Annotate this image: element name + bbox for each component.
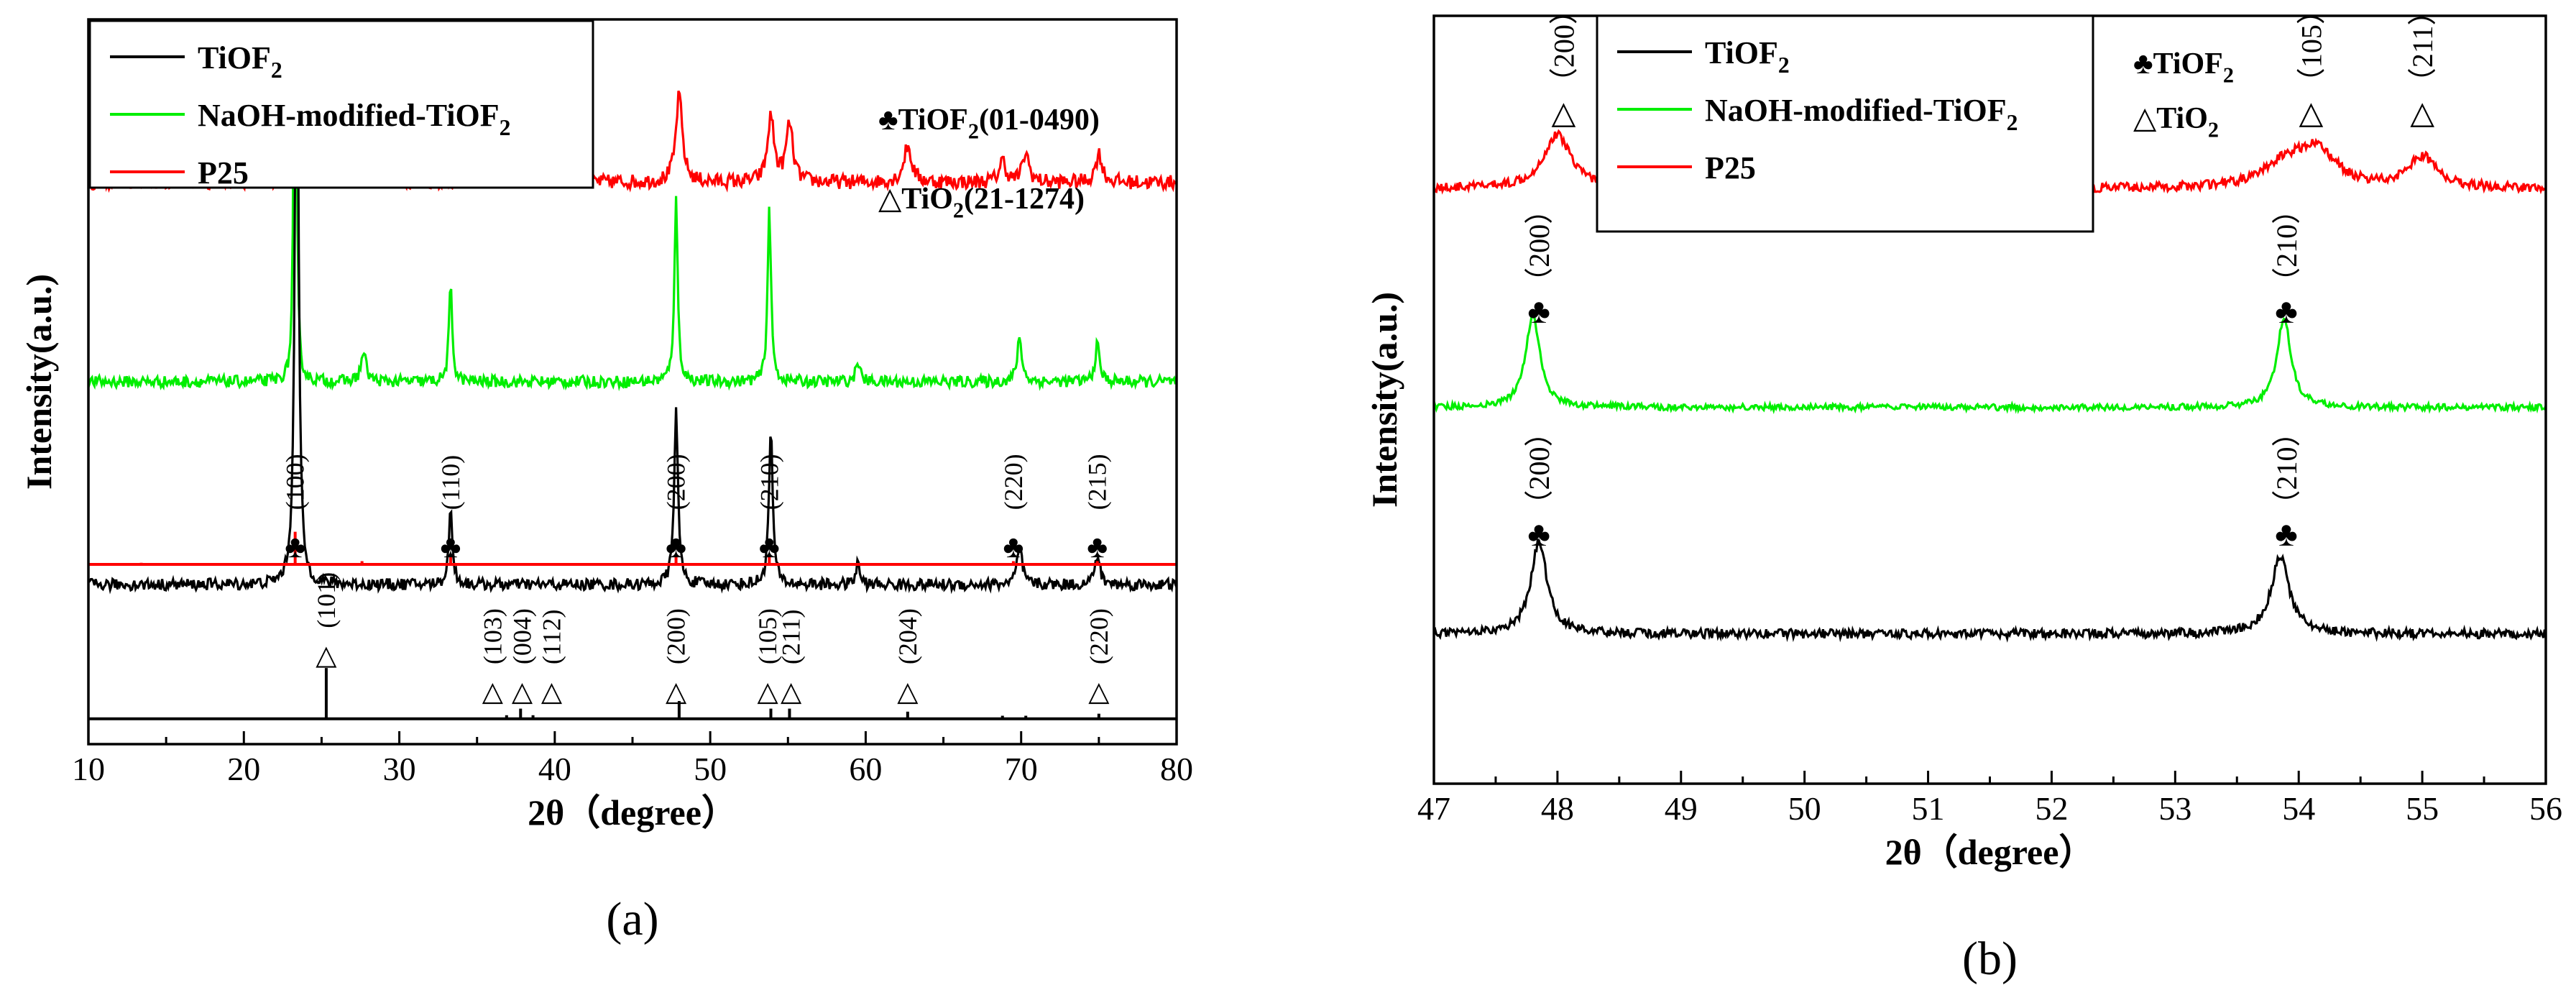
x-tick-label: 54 bbox=[2282, 790, 2315, 827]
club-icon: ♣ bbox=[759, 529, 780, 564]
triangle-icon: △ bbox=[1088, 677, 1110, 707]
club-icon: ♣ bbox=[1087, 529, 1108, 564]
club-icon: ♣ bbox=[285, 529, 305, 564]
legend-box bbox=[88, 19, 594, 189]
peak-hkl-label: （200） bbox=[1523, 418, 1555, 519]
x-tick-label: 53 bbox=[2158, 790, 2191, 827]
x-axis-title: 2θ（degree） bbox=[528, 792, 737, 833]
club-icon: ♣ bbox=[666, 529, 686, 564]
x-tick-label: 55 bbox=[2406, 790, 2439, 827]
x-tick-label: 30 bbox=[383, 751, 416, 787]
phase-legend-entry: △TiO2 bbox=[2133, 102, 2219, 142]
x-tick-label: 40 bbox=[538, 751, 571, 787]
club-icon: ♣ bbox=[2275, 293, 2298, 331]
triangle-icon: △ bbox=[1552, 96, 1576, 131]
legend-label: NaOH-modified-TiOF2 bbox=[198, 98, 510, 140]
triangle-icon: △ bbox=[541, 677, 563, 707]
series-line-tiof2 bbox=[87, 22, 1178, 595]
club-icon: ♣ bbox=[441, 529, 461, 564]
x-tick-label: 56 bbox=[2529, 790, 2562, 827]
series-line-naoh-modified-tiof2 bbox=[87, 22, 1178, 392]
x-tick-label: 10 bbox=[72, 751, 105, 787]
x-tick-label: 47 bbox=[1417, 790, 1450, 827]
peak-hkl-label: （200） bbox=[1523, 196, 1555, 296]
x-tick-label: 48 bbox=[1541, 790, 1574, 827]
peak-hkl-label: （211） bbox=[2406, 0, 2439, 96]
x-tick-label: 80 bbox=[1160, 751, 1193, 787]
x-tick-label: 60 bbox=[849, 751, 882, 787]
legend-label: TiOF2 bbox=[198, 40, 282, 83]
triangle-icon: △ bbox=[2410, 96, 2434, 131]
tiof2-hkl-label: (110) bbox=[436, 455, 465, 510]
panel-a: ♣(100)♣(110)♣(200)♣(210)♣(220)♣(215)△(10… bbox=[19, 18, 1193, 945]
x-tick-label: 49 bbox=[1665, 790, 1698, 827]
tio2-hkl-label: (103) bbox=[478, 608, 507, 664]
x-tick-label: 50 bbox=[1788, 790, 1821, 827]
y-axis-title: Intensity(a.u.) bbox=[19, 274, 59, 490]
phase-legend-entry: ♣TiOF2 bbox=[2133, 47, 2234, 88]
triangle-icon: △ bbox=[666, 677, 687, 707]
tiof2-hkl-label: (210) bbox=[755, 454, 783, 510]
peak-hkl-label: （210） bbox=[2271, 196, 2303, 296]
x-tick-label: 70 bbox=[1005, 751, 1038, 787]
phase-legend-entry: ♣TiOF2(01-0490) bbox=[878, 104, 1100, 144]
tiof2-hkl-label: (200) bbox=[662, 454, 691, 510]
triangle-icon: △ bbox=[897, 677, 919, 707]
club-icon: ♣ bbox=[2275, 516, 2298, 554]
x-axis-title: 2θ（degree） bbox=[1885, 832, 2095, 872]
tio2-hkl-label: (211) bbox=[777, 609, 806, 664]
tio2-hkl-label: (004) bbox=[507, 608, 536, 664]
tio2-hkl-label: (204) bbox=[893, 608, 922, 664]
x-tick-label: 50 bbox=[694, 751, 727, 787]
series-line-tiof2 bbox=[1432, 538, 2547, 643]
series-line-naoh-modified-tiof2 bbox=[1432, 312, 2547, 415]
club-icon: ♣ bbox=[1527, 293, 1550, 331]
legend-label: NaOH-modified-TiOF2 bbox=[1705, 93, 2018, 135]
tiof2-hkl-label: (215) bbox=[1083, 454, 1112, 510]
tio2-hkl-label: (112) bbox=[538, 609, 566, 664]
x-tick-label: 52 bbox=[2035, 790, 2068, 827]
tio2-hkl-label: (101) bbox=[312, 572, 341, 628]
panel-label: (a) bbox=[606, 893, 658, 945]
peak-hkl-label: （200） bbox=[1547, 0, 1580, 96]
tio2-hkl-label: (105) bbox=[753, 608, 782, 664]
triangle-icon: △ bbox=[316, 641, 337, 671]
triangle-icon: △ bbox=[781, 677, 802, 707]
tiof2-hkl-label: (100) bbox=[281, 454, 310, 510]
club-icon: ♣ bbox=[1527, 516, 1550, 554]
peak-hkl-label: （105） bbox=[2295, 0, 2327, 96]
triangle-icon: △ bbox=[482, 677, 504, 707]
tio2-hkl-label: (220) bbox=[1085, 608, 1113, 664]
x-tick-label: 20 bbox=[227, 751, 260, 787]
legend-label: P25 bbox=[198, 155, 249, 191]
panel-b: △（200）△（105）△（211）♣（200）♣（210）♣（200）♣（21… bbox=[1364, 0, 2562, 985]
triangle-icon: △ bbox=[512, 677, 533, 707]
phase-legend-entry: △TiO2(21-1274) bbox=[878, 183, 1085, 223]
tio2-hkl-label: (200) bbox=[662, 608, 691, 664]
peak-hkl-label: （210） bbox=[2271, 418, 2303, 519]
legend-label: TiOF2 bbox=[1705, 35, 1790, 78]
panel-label: (b) bbox=[1962, 933, 2018, 985]
x-tick-label: 51 bbox=[1912, 790, 1945, 827]
triangle-icon: △ bbox=[2299, 96, 2323, 131]
legend-label: P25 bbox=[1705, 150, 1756, 185]
triangle-icon: △ bbox=[758, 677, 779, 707]
club-icon: ♣ bbox=[1003, 529, 1024, 564]
tiof2-hkl-label: (220) bbox=[999, 454, 1028, 510]
y-axis-title: Intensity(a.u.) bbox=[1364, 292, 1404, 508]
